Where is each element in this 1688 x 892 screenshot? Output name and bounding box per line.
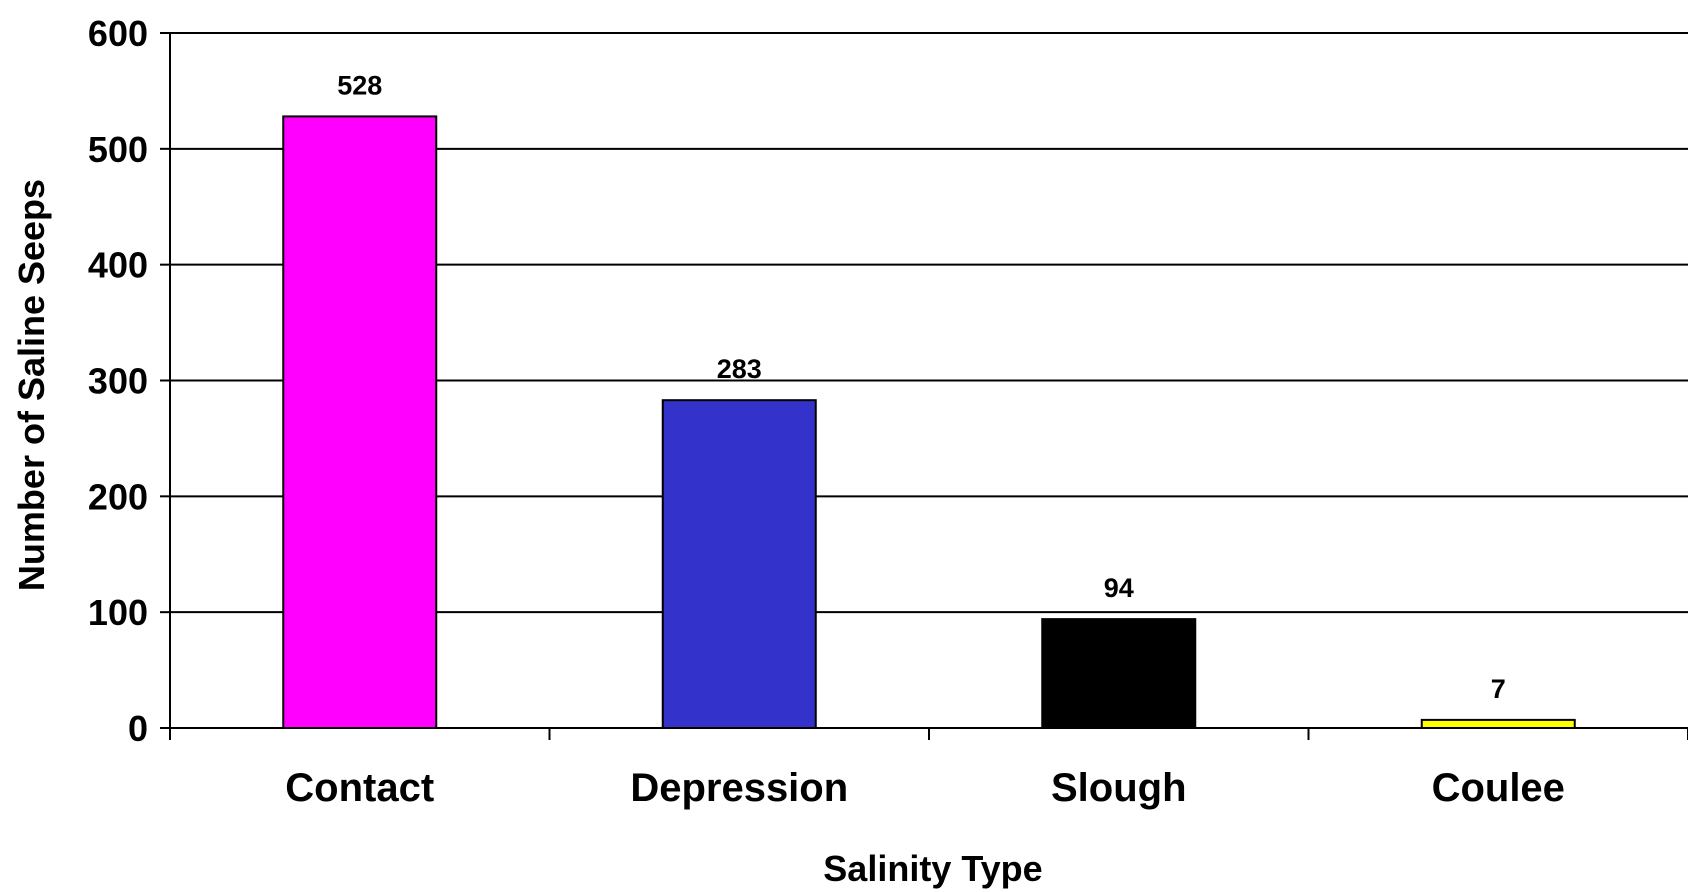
- y-tick-label-0: 0: [128, 708, 148, 749]
- bar-slough: [1041, 618, 1197, 729]
- x-tick-label-contact: Contact: [285, 766, 434, 810]
- y-tick-label-400: 400: [88, 245, 148, 286]
- x-axis: Contact Depression Slough Coulee: [160, 727, 1688, 810]
- y-tick-label-200: 200: [88, 476, 148, 517]
- x-tick-label-coulee: Coulee: [1432, 766, 1565, 810]
- x-tick-label-slough: Slough: [1051, 766, 1187, 810]
- y-tick-label-500: 500: [88, 129, 148, 170]
- data-label-contact: 528: [337, 70, 382, 100]
- y-tick-label-100: 100: [88, 592, 148, 633]
- y-tick-label-300: 300: [88, 361, 148, 402]
- x-tick-label-depression: Depression: [630, 766, 848, 810]
- y-axis: 0 100 200 300 400 500 600: [88, 13, 171, 749]
- y-tick-label-600: 600: [88, 13, 148, 54]
- x-axis-title: Salinity Type: [823, 848, 1042, 889]
- y-axis-title: Number of Saline Seeps: [11, 179, 52, 591]
- bar-coulee: [1420, 718, 1576, 729]
- data-label-depression: 283: [717, 354, 762, 384]
- bar-contact: [282, 115, 438, 729]
- bars: 528 283 94 7: [282, 70, 1576, 729]
- bar-depression: [661, 399, 817, 729]
- data-label-coulee: 7: [1491, 674, 1506, 704]
- data-label-slough: 94: [1104, 573, 1134, 603]
